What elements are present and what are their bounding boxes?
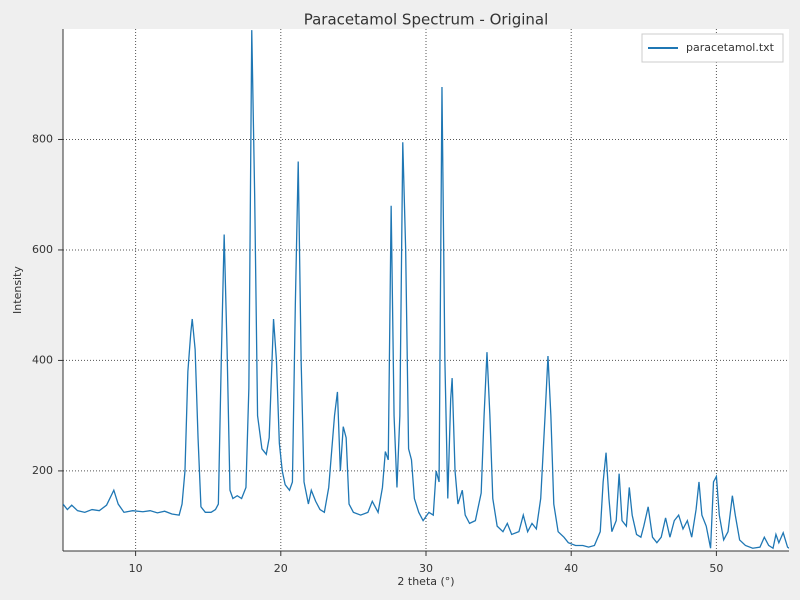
x-axis-label: 2 theta (°): [397, 575, 454, 588]
x-tick-label: 50: [709, 562, 723, 575]
x-tick-label: 30: [419, 562, 433, 575]
y-tick-label: 400: [32, 353, 53, 366]
x-tick-label: 20: [274, 562, 288, 575]
legend-label: paracetamol.txt: [686, 41, 775, 54]
y-axis-label: Intensity: [11, 266, 24, 314]
x-tick-label: 40: [564, 562, 578, 575]
y-tick-label: 600: [32, 243, 53, 256]
y-tick-label: 800: [32, 132, 53, 145]
chart-title: Paracetamol Spectrum - Original: [304, 11, 549, 29]
x-tick-label: 10: [129, 562, 143, 575]
y-tick-label: 200: [32, 464, 53, 477]
data-line: [63, 30, 789, 550]
